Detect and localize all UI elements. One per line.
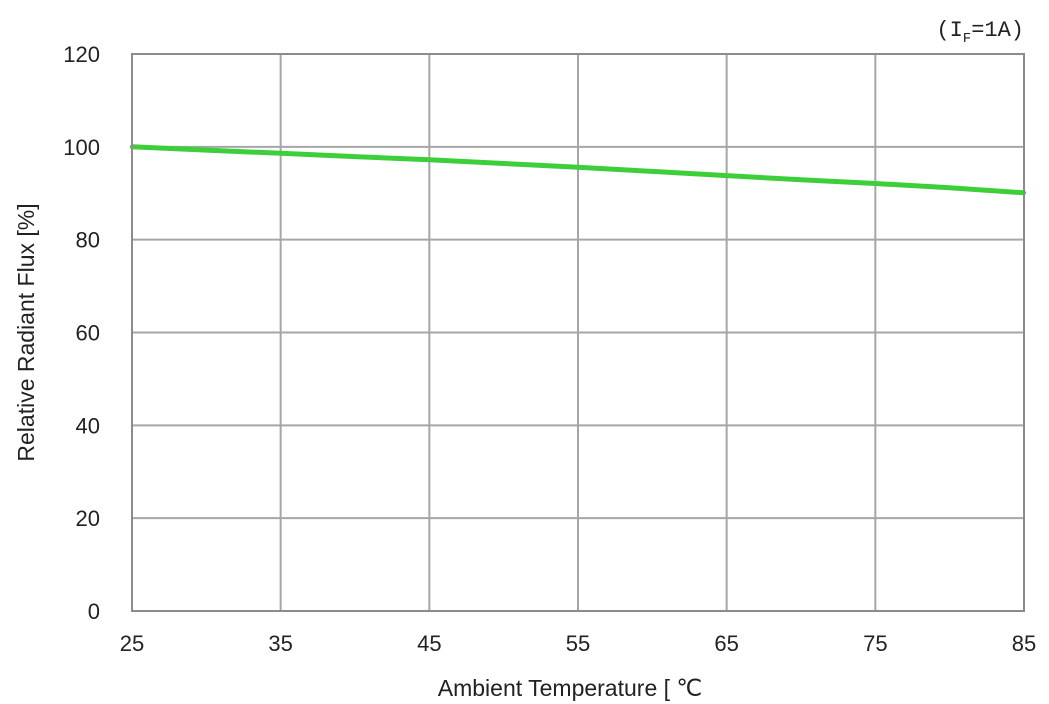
x-tick-label: 85 (1012, 631, 1036, 656)
y-tick-label: 100 (63, 135, 100, 160)
y-axis-label: Relative Radiant Flux [%] (13, 203, 39, 461)
x-axis-label: Ambient Temperature [ ℃ (438, 675, 702, 701)
condition-suffix: =1A) (971, 18, 1024, 43)
data-point (278, 151, 283, 156)
y-tick-label: 60 (76, 321, 100, 346)
y-tick-label: 20 (76, 506, 100, 531)
data-point (501, 161, 506, 166)
data-point (873, 181, 878, 186)
plot-frame (131, 53, 1025, 612)
data-point (650, 169, 655, 174)
data-point (724, 173, 729, 178)
data-point (427, 157, 432, 163)
x-tick-label: 45 (417, 631, 441, 656)
data-point (575, 165, 581, 170)
data-point (798, 177, 804, 182)
series-layer (129, 144, 1027, 196)
x-tick-label: 55 (566, 631, 590, 656)
y-tick-label: 0 (88, 599, 100, 624)
y-tick-label: 80 (76, 228, 100, 253)
x-tick-label: 25 (120, 631, 144, 656)
condition-prefix: (I (936, 18, 962, 43)
data-point (947, 185, 952, 190)
data-point (204, 147, 209, 153)
condition-subscript: F (963, 31, 971, 47)
x-tick-label: 75 (863, 631, 887, 656)
tick-labels: 25 35 45 55 65 75 85 0 20 40 60 80 100 120 (63, 42, 1036, 656)
condition-label: (IF=1A) (936, 18, 1024, 47)
data-point (352, 154, 358, 159)
grid (131, 53, 1025, 612)
y-tick-label: 40 (76, 413, 100, 438)
y-tick-label: 120 (63, 42, 100, 67)
x-tick-label: 35 (268, 631, 292, 656)
x-tick-label: 65 (714, 631, 738, 656)
